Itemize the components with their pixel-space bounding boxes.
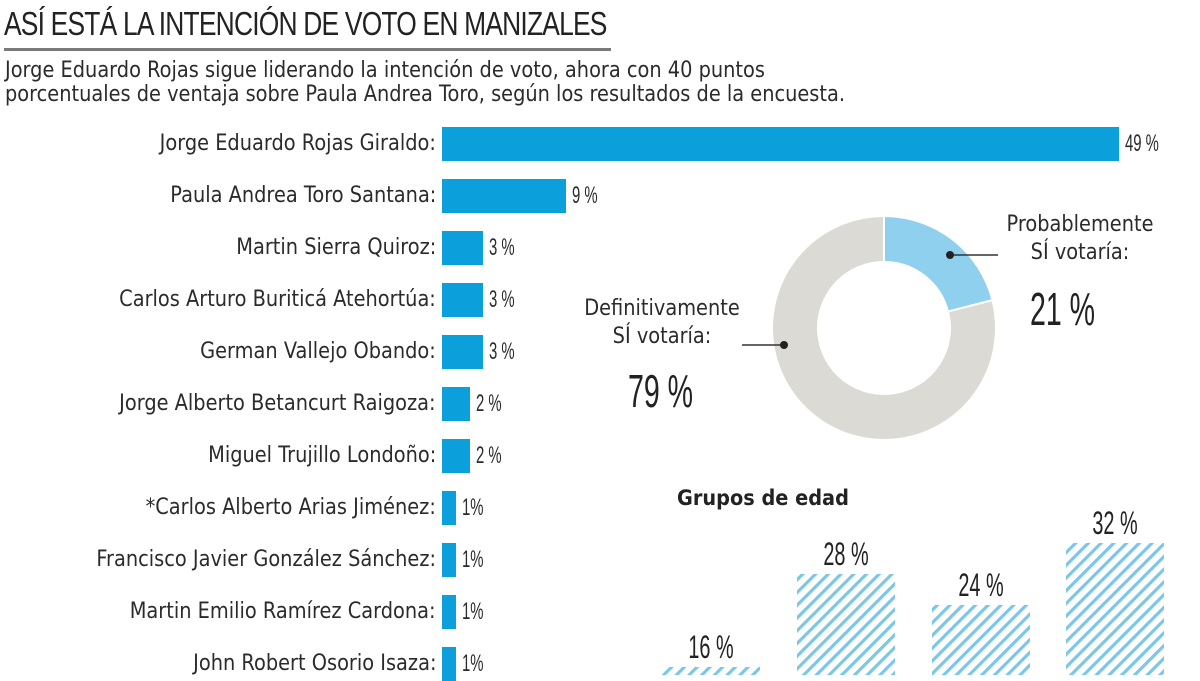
subtitle-line-1: Jorge Eduardo Rojas sigue liderando la i… [5,58,765,83]
age-bar-chart [662,543,1164,675]
candidate-value-label: 3 % [489,234,516,261]
candidate-bar [442,231,484,265]
candidate-value-label: 2 % [475,390,502,417]
subtitle-line-2: porcentuales de ventaja sobre Paula Andr… [5,82,845,107]
leader-dot-definitely [780,341,788,349]
age-bar-value-label: 16 % [688,629,734,665]
age-groups-title: Grupos de edad [677,486,849,510]
donut-leader-lines [742,251,998,349]
candidate-label: German Vallejo Obando: [200,339,436,364]
definitely-label: Definitivamente SÍ votaría: [574,295,750,351]
candidate-bar [442,387,470,421]
probably-label: Probablemente SÍ votaría: [996,211,1163,267]
candidate-label: Carlos Arturo Buriticá Atehortúa: [119,287,436,312]
candidate-value-label: 2 % [475,442,502,469]
title-underline [4,48,611,51]
candidate-label: Martin Sierra Quiroz: [235,235,436,260]
age-bar [797,574,895,675]
donut-slice-definitely [771,214,997,441]
age-bar-value-label: 28 % [823,536,869,572]
page-title: ASÍ ESTÁ LA INTENCIÓN DE VOTO EN MANIZAL… [4,5,607,42]
candidate-value-label: 3 % [489,338,516,365]
candidate-bar [442,595,456,629]
candidate-bar [442,491,456,525]
donut-chart [771,214,997,441]
candidate-label: Jorge Eduardo Rojas Giraldo: [159,131,436,156]
definitely-value: 79 % [628,365,694,417]
candidate-value-label: 1% [461,546,484,573]
candidate-value-label: 1% [461,598,484,625]
candidate-value-label: 9 % [572,182,598,209]
age-bar [1066,543,1164,675]
candidate-bar [442,283,484,317]
probably-label-line1: Probablemente [1006,212,1154,237]
candidate-bar [442,439,470,473]
definitely-label-line2: SÍ votaría: [612,324,712,349]
age-bar [662,667,760,675]
probably-value: 21 % [1030,283,1096,335]
candidate-bar [442,335,484,369]
probably-label-line2: SÍ votaría: [1030,240,1130,265]
candidate-label: Miguel Trujillo Londoño: [207,443,436,468]
candidate-label: Jorge Alberto Betancurt Raigoza: [119,391,436,416]
candidate-bar [442,127,1119,161]
candidate-label: Martin Emilio Ramírez Cardona: [130,599,436,624]
candidate-bar [442,647,456,681]
candidate-label: John Robert Osorio Isaza: [192,651,436,676]
definitely-label-line1: Definitivamente [584,296,740,321]
age-bar-value-label: 24 % [958,567,1004,603]
candidate-label: Paula Andrea Toro Santana: [169,183,436,208]
candidate-value-label: 3 % [489,286,516,313]
candidate-bar [442,179,567,213]
candidate-label: *Carlos Alberto Arias Jiménez: [145,495,436,520]
candidate-bar [442,543,456,577]
donut-slice-probably [883,214,994,313]
age-bar-value-label: 32 % [1092,505,1138,541]
age-bar [932,605,1030,675]
candidate-value-label: 1% [461,650,484,677]
leader-dot-probably [946,251,954,259]
candidate-value-label: 1% [461,494,484,521]
candidate-value-label: 49 % [1125,130,1159,157]
candidate-label: Francisco Javier González Sánchez: [96,547,436,572]
